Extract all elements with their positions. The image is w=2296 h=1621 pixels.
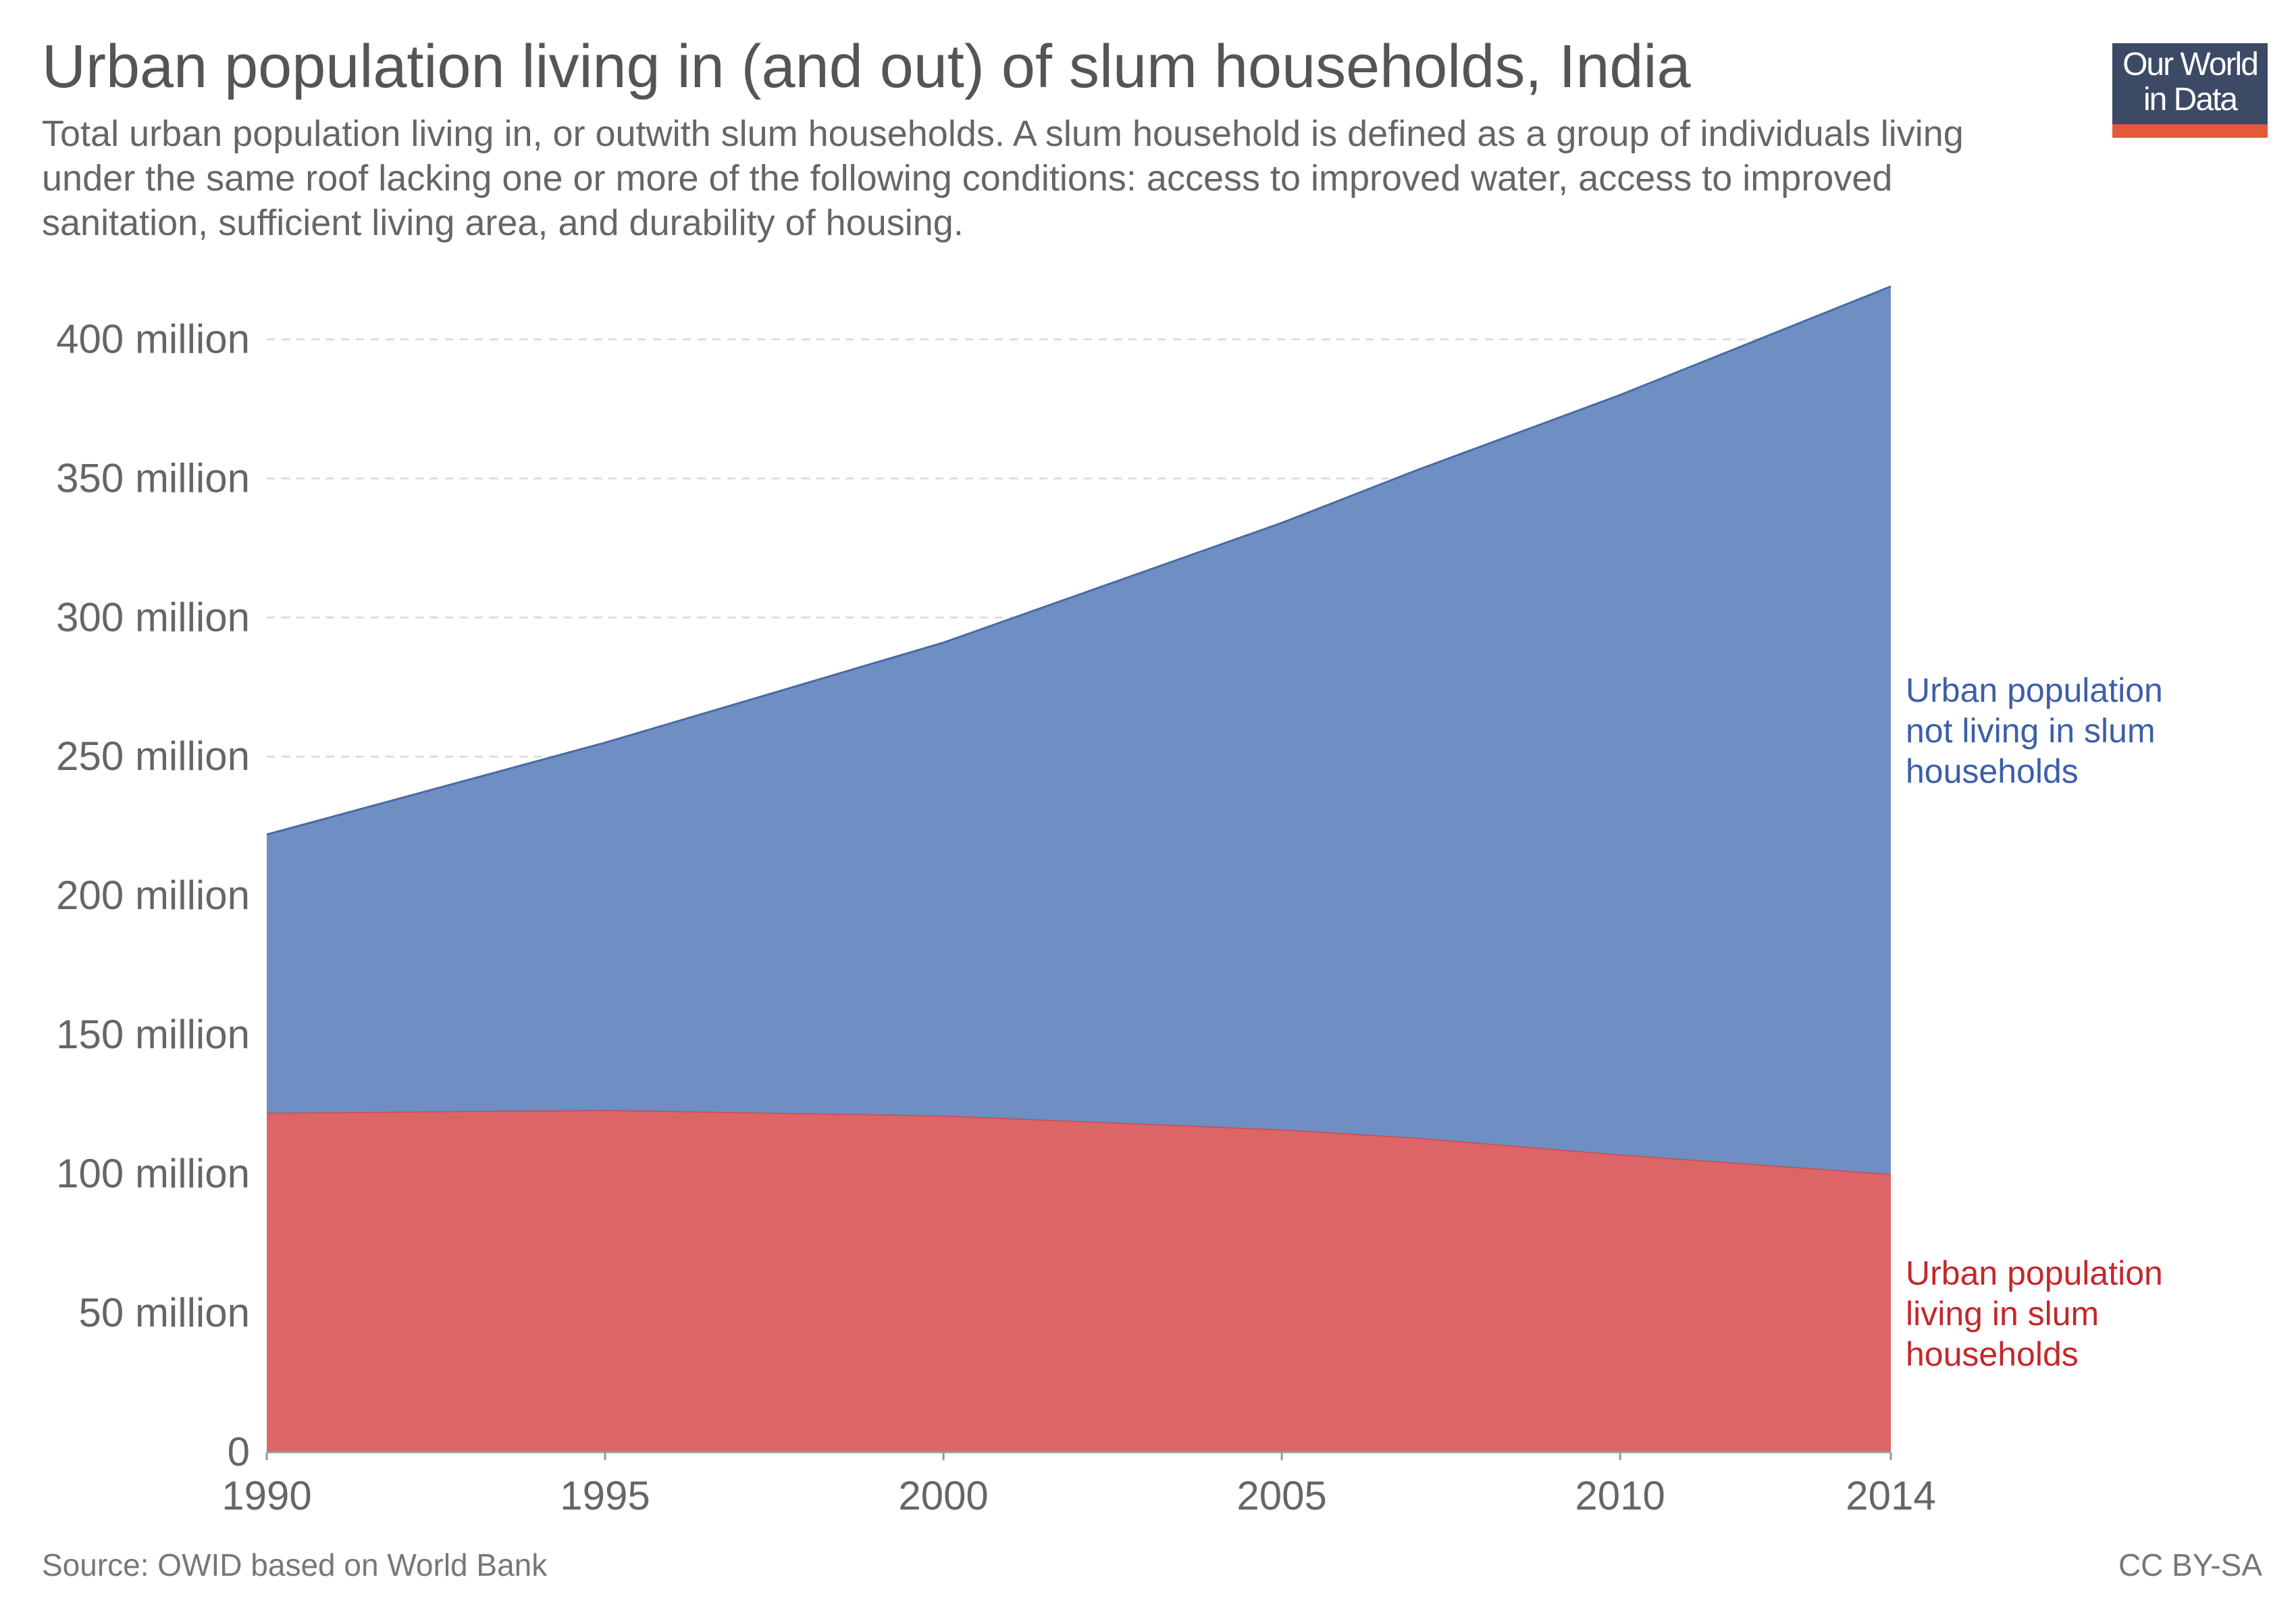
- x-tick-label: 1990: [221, 1473, 311, 1518]
- series-label-line: living in slum: [1906, 1295, 2099, 1333]
- series-label-slum[interactable]: Urban population living in slum households: [1906, 1254, 2163, 1373]
- series-label-line: Urban population: [1906, 671, 2163, 709]
- chart-title: Urban population living in (and out) of …: [42, 33, 1691, 101]
- x-tick-label: 1995: [560, 1473, 650, 1518]
- axes: 0 50 million 100 million 150 million 200 mil…: [56, 316, 1936, 1518]
- y-tick-label: 50 million: [79, 1290, 250, 1335]
- y-tick-label: 150 million: [56, 1012, 250, 1057]
- x-tick-label: 2000: [898, 1473, 988, 1518]
- series-label-not-slum[interactable]: Urban population not living in slum househ…: [1906, 671, 2163, 790]
- y-tick-label: 100 million: [56, 1151, 250, 1196]
- y-tick-label: 300 million: [56, 594, 250, 640]
- area-series: [266, 285, 1891, 1452]
- owid-logo[interactable]: Our World in Data: [2112, 43, 2268, 138]
- series-label-line: Urban population: [1906, 1254, 2163, 1292]
- logo-line-1: Our World: [2122, 47, 2259, 82]
- x-tick-label: 2014: [1846, 1473, 1935, 1518]
- source-note: Source: OWID based on World Bank: [42, 1547, 548, 1583]
- series-labels: Urban population living in slum households…: [1906, 671, 2163, 1373]
- area-slum[interactable]: [267, 1110, 1891, 1452]
- x-tick-label: 2010: [1575, 1473, 1665, 1518]
- y-tick-label: 350 million: [56, 455, 250, 500]
- chart-subtitle: Total urban population living in, or out…: [42, 113, 1964, 243]
- x-tick-label: 2005: [1236, 1473, 1326, 1518]
- area-not-slum[interactable]: [267, 286, 1891, 1175]
- series-label-line: households: [1906, 752, 2079, 790]
- y-tick-label: 0: [228, 1429, 250, 1474]
- logo-line-2: in Data: [2143, 82, 2238, 118]
- series-label-line: not living in slum: [1906, 712, 2156, 750]
- y-tick-label: 250 million: [56, 734, 250, 779]
- y-tick-label: 200 million: [56, 873, 250, 918]
- series-label-line: households: [1906, 1335, 2079, 1373]
- area-not-slum-edge: [266, 285, 1891, 836]
- license-note: CC BY-SA: [2118, 1547, 2262, 1583]
- y-tick-label: 400 million: [56, 316, 250, 361]
